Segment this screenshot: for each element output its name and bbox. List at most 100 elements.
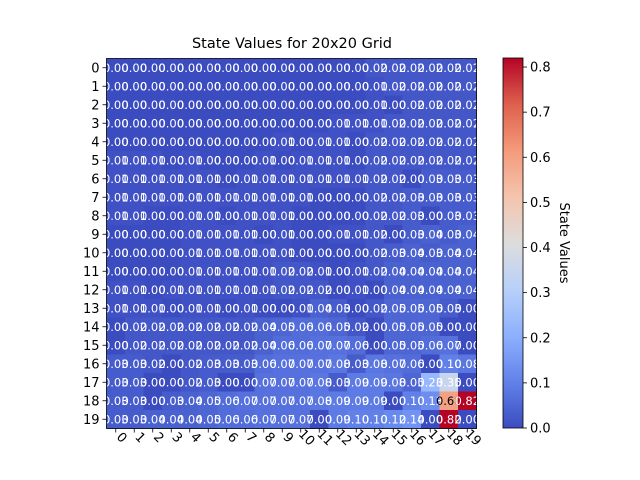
cell-value-label: 0.00 bbox=[288, 61, 314, 75]
heatmap-cell bbox=[180, 336, 200, 355]
heatmap-cell bbox=[291, 336, 311, 355]
heatmap-cell bbox=[439, 151, 459, 170]
cell-value-label: 0.05 bbox=[325, 320, 351, 334]
cell-value-label: 0.00 bbox=[121, 135, 147, 149]
cell-value-label: 0.00 bbox=[195, 98, 221, 112]
heatmap-cell bbox=[328, 114, 348, 133]
cell-value-label: 0.01 bbox=[121, 153, 147, 167]
heatmap-cell bbox=[347, 95, 366, 115]
cell-value-label: 0.03 bbox=[103, 357, 129, 371]
cell-value-label: 0.00 bbox=[251, 98, 277, 112]
cell-value-label: 0.00 bbox=[158, 209, 184, 223]
heatmap-cell bbox=[421, 151, 440, 170]
cell-value-label: 0.00 bbox=[214, 135, 240, 149]
heatmap-cell bbox=[310, 373, 329, 392]
heatmap-cell bbox=[328, 58, 348, 78]
heatmap-cell bbox=[162, 114, 181, 133]
cell-value-label: 0.02 bbox=[399, 79, 425, 93]
y-tick-label: 3 bbox=[91, 117, 99, 132]
cell-value-label: 0.02 bbox=[362, 172, 388, 186]
cell-value-label: 0.04 bbox=[436, 264, 462, 278]
cell-value-label: 0.02 bbox=[232, 320, 258, 334]
heatmap-cell bbox=[439, 188, 459, 207]
cell-value-label: 0.00 bbox=[177, 79, 203, 93]
cell-value-label: 0.00 bbox=[195, 153, 221, 167]
cell-value-label: 0.00 bbox=[269, 61, 295, 75]
heatmap-cell bbox=[421, 299, 440, 318]
cell-value-label: 0.01 bbox=[325, 135, 351, 149]
cell-value-label: 0.00 bbox=[158, 153, 184, 167]
heatmap-cell bbox=[384, 95, 403, 115]
heatmap-cell bbox=[162, 354, 181, 374]
cell-value-label: 0.01 bbox=[288, 153, 314, 167]
heatmap-cell bbox=[439, 132, 459, 152]
cell-value-label: 0.00 bbox=[158, 301, 184, 315]
heatmap-cell bbox=[458, 225, 477, 244]
cell-value-label: 0.01 bbox=[251, 209, 277, 223]
cell-value-label: 0.06 bbox=[214, 394, 240, 408]
heatmap-cell bbox=[439, 336, 459, 355]
cell-value-label: 0.01 bbox=[325, 172, 351, 186]
heatmap-cell bbox=[439, 243, 459, 263]
cell-value-label: 0.02 bbox=[399, 116, 425, 130]
heatmap-cell bbox=[162, 58, 181, 78]
heatmap-cell bbox=[384, 336, 403, 355]
cell-value-label: 0.01 bbox=[343, 172, 369, 186]
heatmap-cell bbox=[328, 336, 348, 355]
heatmap-cell bbox=[199, 114, 218, 133]
cell-value-label: 0.00 bbox=[436, 320, 462, 334]
cell-value-label: 0.00 bbox=[103, 338, 129, 352]
heatmap-cell bbox=[162, 317, 181, 337]
cell-value-label: 0.00 bbox=[306, 116, 332, 130]
heatmap-cell bbox=[199, 336, 218, 355]
heatmap-cell bbox=[143, 280, 163, 300]
x-tick-label: 17 bbox=[425, 427, 447, 449]
heatmap-cell bbox=[162, 391, 181, 411]
heatmap-cell bbox=[273, 225, 292, 244]
heatmap-cell bbox=[180, 354, 200, 374]
cell-value-label: 0.00 bbox=[306, 412, 332, 426]
heatmap-cell bbox=[217, 391, 237, 411]
cell-value-label: 0.00 bbox=[177, 98, 203, 112]
heatmap-cell bbox=[143, 243, 163, 263]
cell-value-label: 0.09 bbox=[343, 375, 369, 389]
heatmap-cell bbox=[125, 114, 144, 133]
cell-value-label: 0.01 bbox=[140, 153, 166, 167]
y-tick-label: 18 bbox=[83, 394, 100, 409]
heatmap-cell bbox=[180, 262, 200, 281]
cell-value-label: 0.07 bbox=[251, 394, 277, 408]
cell-value-label: 0.00 bbox=[454, 320, 480, 334]
cell-value-label: 0.07 bbox=[306, 357, 332, 371]
cell-value-label: 0.01 bbox=[121, 283, 147, 297]
cell-value-label: 0.00 bbox=[325, 98, 351, 112]
cell-value-label: 0.05 bbox=[380, 338, 406, 352]
colorbar-tick-label: 0.5 bbox=[530, 196, 551, 211]
heatmap-cell bbox=[365, 58, 385, 78]
heatmap-cell bbox=[402, 225, 422, 244]
x-tick-label: 13 bbox=[351, 427, 373, 449]
cell-value-label: 0.00 bbox=[214, 375, 240, 389]
heatmap-cell bbox=[236, 299, 255, 318]
heatmap-cell bbox=[143, 262, 163, 281]
cell-value-label: 0.02 bbox=[417, 153, 443, 167]
heatmap-cell bbox=[365, 225, 385, 244]
heatmap-cell bbox=[236, 188, 255, 207]
heatmap-cell bbox=[347, 317, 366, 337]
cell-value-label: 0.09 bbox=[362, 394, 388, 408]
cell-value-label: 0.01 bbox=[306, 172, 332, 186]
heatmap-cell bbox=[458, 373, 477, 392]
cell-value-label: 0.82 bbox=[454, 394, 480, 408]
y-tick-label: 12 bbox=[83, 283, 100, 298]
heatmap-cell bbox=[421, 206, 440, 226]
cell-value-label: 0.01 bbox=[195, 301, 221, 315]
heatmap-cell bbox=[328, 151, 348, 170]
cell-value-label: 0.02 bbox=[380, 153, 406, 167]
cell-value-label: 0.01 bbox=[177, 264, 203, 278]
heatmap-cell bbox=[143, 299, 163, 318]
heatmap-cell bbox=[384, 299, 403, 318]
cell-value-label: 0.01 bbox=[195, 283, 221, 297]
heatmap-cell bbox=[384, 58, 403, 78]
heatmap-cell bbox=[217, 410, 237, 429]
cell-value-label: 0.00 bbox=[269, 153, 295, 167]
heatmap-cell bbox=[310, 262, 329, 281]
